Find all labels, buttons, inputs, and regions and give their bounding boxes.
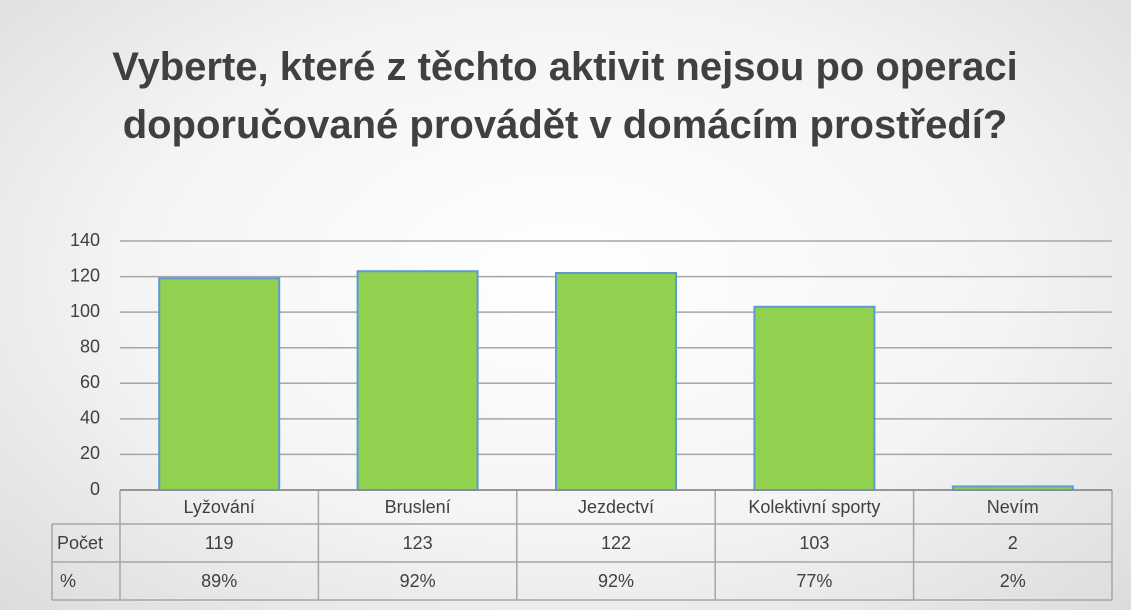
- y-tick-label: 120: [70, 265, 100, 285]
- table-value: 103: [799, 533, 829, 553]
- y-tick-label: 20: [80, 443, 100, 463]
- table-row-label: %: [60, 571, 76, 591]
- table-value: 92%: [400, 571, 436, 591]
- x-tick-label: Lyžování: [184, 497, 255, 517]
- table-value: 123: [403, 533, 433, 553]
- x-tick-label: Kolektivní sporty: [748, 497, 880, 517]
- y-tick-label: 80: [80, 336, 100, 356]
- table-value: 77%: [796, 571, 832, 591]
- x-tick-label: Jezdectví: [578, 497, 654, 517]
- bar: [555, 272, 677, 491]
- table-value: 92%: [598, 571, 634, 591]
- bar: [753, 305, 876, 491]
- table-value: 119: [205, 533, 234, 553]
- table-row-label: Počet: [57, 533, 103, 553]
- bar: [356, 270, 479, 491]
- chart-title: Vyberte, které z těchto aktivit nejsou p…: [112, 45, 1018, 147]
- x-tick-label: Bruslení: [385, 497, 451, 517]
- y-tick-label: 100: [70, 301, 100, 321]
- y-tick-label: 140: [70, 230, 100, 250]
- y-tick-label: 40: [80, 408, 100, 428]
- table-value: 89%: [201, 571, 237, 591]
- bar: [158, 277, 281, 491]
- table-value: 122: [601, 533, 631, 553]
- y-tick-label: 0: [90, 479, 100, 499]
- table-value: 2%: [1000, 571, 1026, 591]
- y-tick-label: 60: [80, 372, 100, 392]
- x-tick-label: Nevím: [987, 497, 1039, 517]
- table-value: 2: [1008, 533, 1018, 553]
